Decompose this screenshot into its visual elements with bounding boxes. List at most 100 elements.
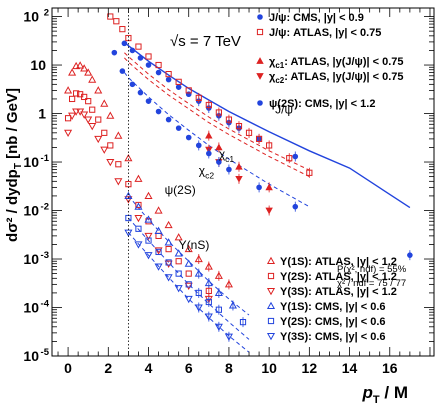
plot-border	[51, 7, 435, 357]
data-point	[185, 134, 192, 141]
data-point	[72, 108, 81, 116]
data-point	[115, 161, 122, 168]
legend-entry: J/ψ: CMS, |y| < 0.9	[257, 12, 364, 24]
fit-curve-5	[128, 195, 250, 316]
data-point	[164, 260, 173, 268]
data-point	[306, 169, 313, 176]
data-point	[134, 241, 143, 249]
data-point	[174, 285, 183, 293]
fit-curve-3	[124, 57, 310, 178]
data-point	[64, 86, 73, 94]
legend-entry: Υ(1S): ATLAS, |y| < 1.2	[266, 256, 397, 268]
data-point	[134, 174, 143, 182]
legend-label: Υ(3S): CMS, |y| < 0.6	[280, 331, 386, 343]
x-tick-label: 8	[225, 360, 233, 376]
data-point	[184, 295, 193, 304]
data-point	[184, 282, 193, 291]
data-point	[155, 69, 162, 76]
legend-entry: J/ψ: ATLAS, |y| < 0.75	[256, 27, 381, 39]
series-3	[205, 130, 273, 193]
data-point	[144, 232, 153, 241]
y-tick-exponent: -5	[41, 347, 50, 358]
data-point	[165, 76, 172, 83]
data-point	[154, 263, 163, 271]
legend-label-pre: χ	[269, 56, 276, 68]
data-point	[129, 47, 136, 54]
curve-label-text: J/ψ	[275, 103, 293, 117]
data-point	[106, 158, 115, 167]
legend-label: J/ψ: ATLAS, |y| < 0.75	[269, 27, 381, 39]
legend-label: Υ(1S): CMS, |y| < 0.6	[280, 301, 386, 313]
data-point	[84, 116, 93, 124]
y-tick-mantissa: 10	[23, 348, 39, 364]
legend-label-pre: χ	[269, 71, 276, 83]
data-point	[64, 115, 72, 122]
data-point	[68, 68, 77, 76]
y-tick-label: 10	[30, 57, 46, 73]
data-point	[145, 98, 152, 104]
data-point	[137, 89, 144, 96]
series-6	[64, 61, 233, 290]
data-point	[69, 95, 76, 103]
data-point	[155, 108, 162, 115]
data-point	[216, 159, 222, 165]
data-point	[204, 278, 213, 287]
data-point	[135, 43, 142, 50]
data-point	[68, 112, 77, 120]
data-point	[245, 129, 253, 136]
data-points	[64, 13, 413, 342]
fit-curve-4	[124, 72, 310, 208]
data-point	[215, 109, 222, 116]
data-point	[84, 68, 93, 76]
x-axis-title-sub: T	[373, 394, 380, 406]
data-point	[124, 153, 133, 162]
data-point	[185, 87, 192, 94]
x-axis-title: pT / M	[362, 383, 408, 406]
curve-label-text: χ	[219, 147, 226, 161]
data-point	[184, 259, 193, 267]
data-point	[165, 71, 172, 78]
legend-label: Υ(2S): ATLAS, |y| < 1.2	[280, 271, 397, 283]
data-point	[134, 214, 143, 223]
legend-marker	[267, 272, 275, 280]
energy-label: √s = 7 TeV	[170, 33, 241, 50]
series-2	[107, 13, 313, 178]
data-point	[106, 111, 115, 119]
data-point	[124, 196, 133, 204]
data-point	[235, 123, 243, 130]
curve-label-text: Υ(nS)	[179, 238, 210, 252]
data-point	[214, 288, 223, 296]
legend-entry: ψ(2S): CMS, |y| < 1.2	[257, 98, 375, 110]
legend-label: Υ(2S): CMS, |y| < 0.6	[280, 316, 386, 328]
data-point	[114, 178, 123, 186]
data-point	[134, 202, 143, 210]
data-point	[88, 123, 97, 131]
data-point	[94, 135, 103, 144]
data-point	[85, 98, 92, 105]
legend-entry: χc1: ATLAS, |y(J/ψ)| < 0.75	[256, 56, 404, 70]
curve-label: χc1	[219, 147, 235, 164]
legend-marker	[266, 332, 276, 341]
y-tick-exponent: 2	[44, 8, 49, 19]
data-point	[194, 304, 203, 312]
legend-entry: Υ(2S): CMS, |y| < 0.6	[267, 316, 386, 328]
fit-probability-label: P(χ², ndf) = 55%	[337, 264, 407, 275]
data-point	[206, 150, 212, 157]
y-tick-label: 10 2	[23, 8, 49, 25]
data-point	[226, 166, 232, 173]
data-point	[155, 248, 162, 256]
data-point	[175, 84, 182, 90]
series-10	[125, 214, 247, 328]
y-axis-title: dσ² / dydpT [nb / GeV]	[4, 88, 24, 242]
data-point	[175, 78, 182, 85]
data-point	[81, 93, 88, 101]
data-point	[107, 142, 114, 149]
data-point	[164, 274, 173, 282]
data-point	[129, 81, 136, 88]
data-point	[145, 237, 152, 244]
legend-marker	[266, 301, 276, 310]
y-tick-mantissa: 10	[23, 9, 39, 25]
legend-label-post: : ATLAS, |y(J/ψ)| < 0.75	[284, 71, 403, 83]
x-tick-label: 6	[185, 360, 193, 376]
y-tick-exponent: -4	[41, 299, 50, 310]
